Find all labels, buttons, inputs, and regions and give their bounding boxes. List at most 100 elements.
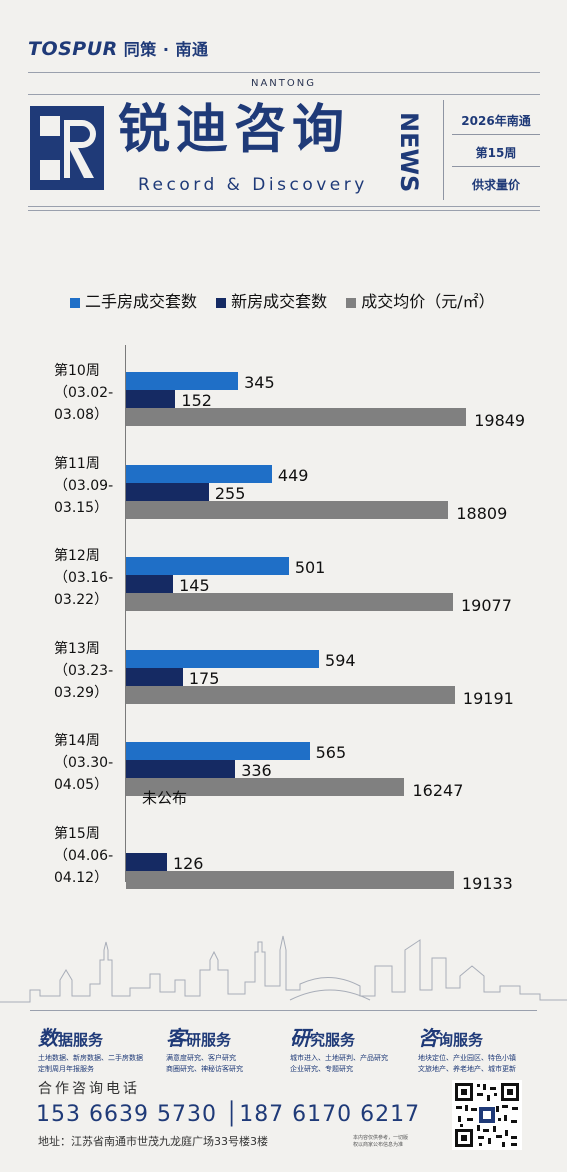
service-customer-line-2: 商圈研究、神秘访客研究 xyxy=(166,1065,243,1073)
service-consult-line-2: 文旅地产、养老地产、城市更新 xyxy=(418,1065,516,1073)
category-label-line: 04.12） xyxy=(54,870,109,886)
chart-legend: 二手房成交套数 新房成交套数 成交均价（元/㎡） xyxy=(70,288,509,312)
news-vertical-label: NEWS xyxy=(395,112,423,192)
service-consult-title: 咨询服务 xyxy=(418,1022,548,1051)
bar-price xyxy=(126,500,449,519)
header-rule-top xyxy=(28,72,540,73)
side-year: 2026年南通 xyxy=(461,114,531,128)
data-label-new: 336 xyxy=(241,761,272,781)
data-label-resale: 501 xyxy=(294,558,326,578)
category-axis xyxy=(125,345,126,882)
service-research-line-2: 企业研究、专题研究 xyxy=(290,1065,353,1073)
service-customer-line-1: 满意度研究、客户研究 xyxy=(166,1054,236,1062)
header-divider xyxy=(443,100,444,200)
data-label-price: 16247 xyxy=(412,781,464,801)
legend-swatch-resale xyxy=(70,297,80,308)
service-research-title: 研究服务 xyxy=(290,1022,420,1051)
brand-title: 锐迪咨询 xyxy=(118,100,351,160)
header-rule-bottom-2 xyxy=(28,210,540,211)
bar-new xyxy=(126,482,209,501)
logo-cn: 同策 · 南通 xyxy=(123,40,209,59)
category-label-line: 03.15） xyxy=(54,499,109,516)
legend-label-new: 新房成交套数 xyxy=(231,292,328,311)
bar-price xyxy=(126,408,467,426)
category-label-line: 第14周 xyxy=(54,733,100,750)
footer-note: 本内容仅供参考，一切版权以商家公布信息为准 xyxy=(353,1135,409,1148)
bar-new xyxy=(126,760,236,779)
data-label-price: 19133 xyxy=(461,874,513,893)
category-label-line: （03.02- xyxy=(54,385,114,401)
service-data-line-1: 土地数据、新房数据、二手房数据 xyxy=(38,1054,143,1062)
side-week: 第15周 xyxy=(475,146,517,160)
legend-item-price: 成交均价（元/㎡） xyxy=(346,288,495,312)
header-rule-mid xyxy=(28,94,540,95)
legend-item-resale: 二手房成交套数 xyxy=(70,288,197,312)
service-research-title-rest: 究服务 xyxy=(310,1031,356,1049)
news-text: NEWS xyxy=(395,112,423,192)
skyline-rule xyxy=(30,1010,537,1011)
address: 地址：江苏省南通市世茂九龙庭广场33号楼3楼 xyxy=(38,1135,268,1148)
data-label-new: 126 xyxy=(172,854,204,873)
service-consult: 咨询服务 地块定位、产业园区、特色小镇 文旅地产、养老地产、城市更新 xyxy=(418,1022,548,1075)
service-data-line-2: 定制周月年报服务 xyxy=(38,1065,94,1073)
category-label: 第10周 （03.02- 03.08） xyxy=(54,360,124,426)
data-label-resale: 345 xyxy=(244,373,275,392)
bar-resale xyxy=(126,372,239,390)
hotline-title: 合作咨询电话 xyxy=(38,1081,140,1097)
service-consult-title-big: 咨 xyxy=(418,1026,438,1050)
category-label: 第15周 （04.06- 04.12） xyxy=(54,823,124,889)
category-label-line: （04.06- xyxy=(54,848,114,864)
bar-new xyxy=(126,390,176,408)
data-label-resale: 449 xyxy=(277,465,309,485)
bar-resale xyxy=(126,742,310,761)
side-sep-2 xyxy=(452,166,540,167)
category-label-line: 04.05） xyxy=(54,777,109,794)
data-label-resale: 565 xyxy=(315,743,347,763)
legend-item-new: 新房成交套数 xyxy=(216,288,327,312)
data-label-price: 19849 xyxy=(474,411,526,430)
category-label: 第11周 （03.09- 03.15） xyxy=(54,453,124,519)
category-label-line: 第11周 xyxy=(54,455,100,472)
data-label-new: 145 xyxy=(179,576,210,596)
category-label: 第12周 （03.16- 03.22） xyxy=(54,545,124,611)
bar-resale xyxy=(126,649,320,668)
bar-resale xyxy=(126,557,289,576)
bar-new xyxy=(126,853,167,871)
category-label-line: （03.30- xyxy=(54,755,114,772)
service-data-title: 数据服务 xyxy=(38,1022,168,1051)
bar-price xyxy=(126,685,455,704)
data-label-price: 19191 xyxy=(462,688,514,708)
legend-label-resale: 二手房成交套数 xyxy=(85,292,198,311)
category-label-line: （03.09- xyxy=(54,477,114,494)
service-customer-title-big: 客 xyxy=(166,1026,186,1050)
service-customer-title-rest: 研服务 xyxy=(186,1031,232,1049)
header-rule-bottom xyxy=(28,206,540,207)
category-label: 第13周 （03.23- 03.29） xyxy=(54,638,124,704)
category-label-line: （03.23- xyxy=(54,662,114,679)
category-label-line: 03.22） xyxy=(54,592,109,609)
data-label-price: 19077 xyxy=(460,596,512,616)
city-label: NANTONG xyxy=(250,78,316,89)
category-label-line: 第10周 xyxy=(54,363,100,379)
phone-numbers: 153 6639 5730 │187 6170 6217 xyxy=(36,1102,421,1127)
service-data-title-rest: 据服务 xyxy=(58,1031,104,1049)
service-customer-title: 客研服务 xyxy=(166,1022,296,1051)
data-label-new: 255 xyxy=(214,483,246,503)
data-label-price: 18809 xyxy=(456,503,508,523)
data-label-resale: 594 xyxy=(325,650,356,670)
bar-price xyxy=(126,778,405,797)
category-label-line: （03.16- xyxy=(54,570,114,587)
bar-price xyxy=(126,871,454,889)
category-label: 第14周 （03.30- 04.05） xyxy=(54,730,124,796)
data-label-new: 152 xyxy=(181,391,212,410)
qr-code-icon xyxy=(452,1080,522,1150)
side-topic: 供求量价 xyxy=(471,178,520,192)
category-label-line: 03.08） xyxy=(54,407,109,423)
service-consult-line-1: 地块定位、产业园区、特色小镇 xyxy=(418,1054,516,1062)
logo-text: TOSPUR xyxy=(28,38,118,60)
category-label-line: 第15周 xyxy=(54,826,100,842)
service-research-title-big: 研 xyxy=(290,1026,310,1050)
brand-subtitle: Record & Discovery xyxy=(138,175,368,195)
legend-swatch-price xyxy=(346,297,357,308)
legend-swatch-new xyxy=(216,297,227,308)
